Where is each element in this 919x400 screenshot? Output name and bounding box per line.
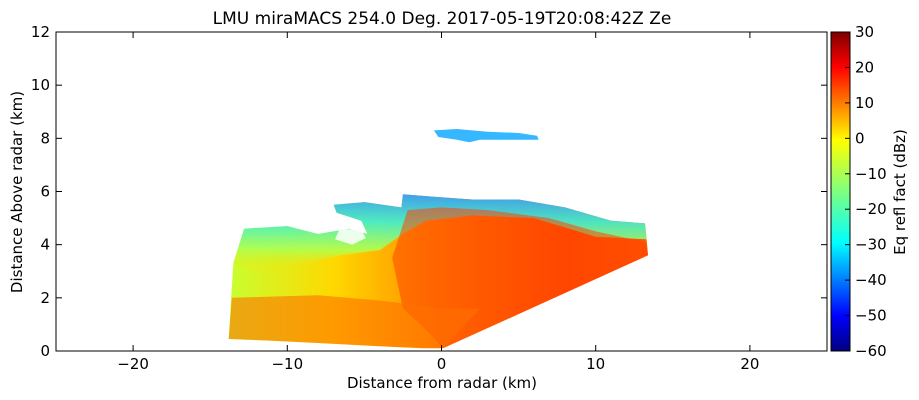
- colorbar-tick-label: −40: [855, 271, 887, 289]
- y-tick-label: 8: [40, 129, 50, 147]
- y-tick-label: 0: [40, 342, 50, 360]
- colorbar-tick-label: −10: [855, 165, 887, 183]
- y-tick-label: 10: [31, 76, 50, 94]
- x-axis-label: Distance from radar (km): [347, 374, 537, 392]
- y-axis-label: Distance Above radar (km): [8, 91, 26, 293]
- colorbar-tick-label: 30: [855, 23, 874, 41]
- reflectivity-field: [228, 129, 649, 349]
- y-axis: 0 2 4 6 8 10 12: [31, 23, 827, 360]
- colorbar-tick-label: −20: [855, 200, 887, 218]
- colorbar-tick-label: 20: [855, 58, 874, 76]
- colorbar-label: Eq refl fact (dBz): [891, 129, 909, 255]
- x-tick-label: 20: [740, 355, 759, 373]
- x-axis: −20 −10 0 10 20: [117, 32, 759, 373]
- colorbar-tick-label: 10: [855, 94, 874, 112]
- y-tick-label: 2: [40, 289, 50, 307]
- colorbar-tick-label: −50: [855, 307, 887, 325]
- x-tick-label: −20: [117, 355, 149, 373]
- chart-title: LMU miraMACS 254.0 Deg. 2017-05-19T20:08…: [213, 9, 672, 29]
- y-tick-label: 12: [31, 23, 50, 41]
- colorbar-tick-label: 0: [855, 129, 865, 147]
- colorbar-tick-label: −30: [855, 236, 887, 254]
- x-tick-label: −10: [271, 355, 303, 373]
- colorbar-tick-label: −60: [855, 342, 887, 360]
- y-tick-label: 4: [40, 236, 50, 254]
- colorbar: [830, 31, 851, 352]
- colorbar-axis: 30 20 10 0 −10 −20 −30 −40 −50 −60: [845, 23, 887, 360]
- x-tick-label: 0: [437, 355, 447, 373]
- near-surface-band: [228, 295, 481, 349]
- echo-free-notch: [335, 228, 366, 245]
- y-tick-label: 6: [40, 183, 50, 201]
- upper-cloud-layer: [433, 129, 539, 143]
- cloud-top-fringe: [233, 194, 647, 274]
- x-tick-label: 10: [586, 355, 605, 373]
